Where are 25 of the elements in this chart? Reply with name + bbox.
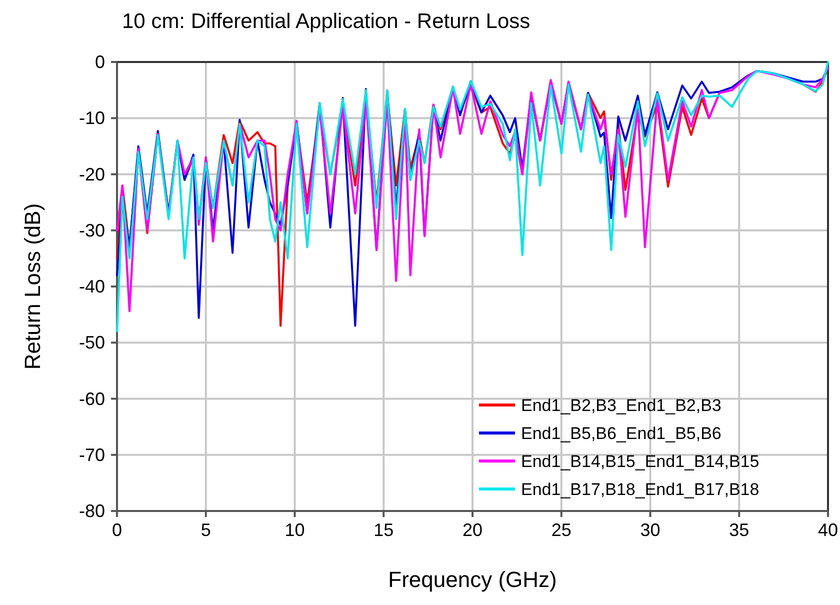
x-tick-label: 25: [551, 520, 572, 540]
y-tick-label: -70: [78, 444, 105, 465]
legend-label: End1_B14,B15_End1_B14,B15: [521, 452, 760, 471]
y-axis-title: Return Loss (dB): [20, 203, 45, 370]
x-axis-title: Frequency (GHz): [388, 567, 557, 592]
chart-title: 10 cm: Differential Application - Return Loss: [122, 10, 530, 33]
x-tick-label: 5: [200, 520, 211, 540]
x-tick-label: 20: [462, 520, 483, 540]
x-tick-label: 10: [284, 520, 305, 540]
y-tick-label: -80: [78, 501, 105, 521]
y-tick-label: -60: [78, 388, 105, 409]
y-tick-label: -10: [78, 108, 105, 128]
y-tick-label: 0: [94, 52, 105, 72]
x-tick-label: 15: [374, 520, 394, 540]
y-tick-label: -40: [78, 276, 105, 296]
legend-label: End1_B2,B3_End1_B2,B3: [521, 396, 722, 415]
y-tick-label: -30: [78, 220, 105, 240]
legend-label: End1_B5,B6_End1_B5,B6: [521, 424, 722, 443]
y-tick-label: -20: [78, 164, 105, 184]
x-tick-label: 0: [112, 520, 122, 540]
x-tick-label: 30: [640, 520, 660, 540]
y-tick-label: -50: [78, 332, 105, 353]
x-tick-label: 40: [818, 520, 838, 540]
x-tick-label: 35: [729, 520, 750, 540]
legend-label: End1_B17,B18_End1_B17,B18: [521, 480, 760, 499]
